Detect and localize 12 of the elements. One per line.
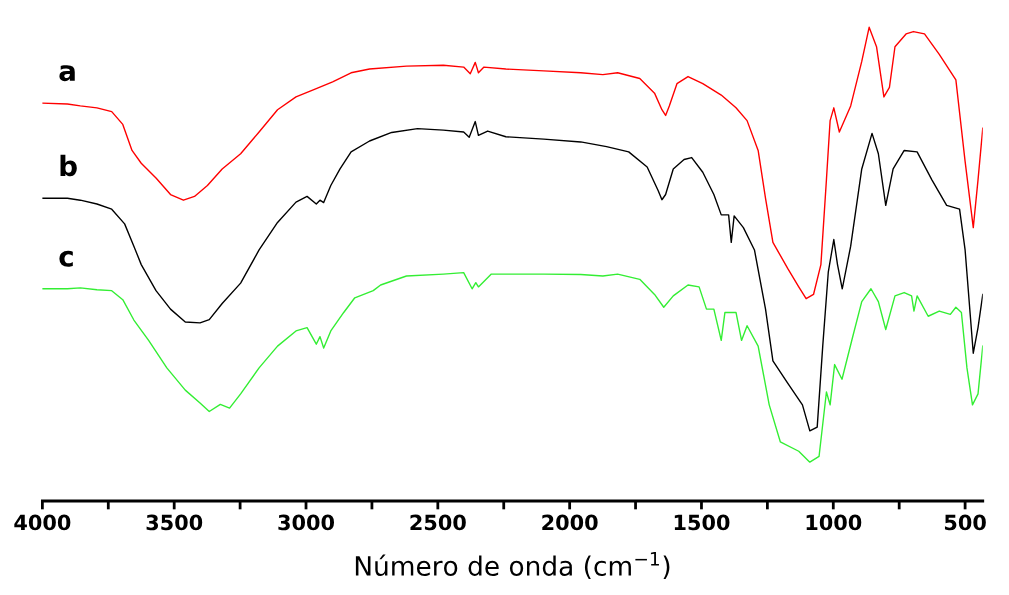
series-label: a (59, 65, 75, 82)
x-tick-label: 2500 (410, 514, 466, 531)
series-label: b (60, 154, 77, 177)
series-label: c (59, 250, 73, 267)
x-tick-label: 1500 (674, 514, 730, 531)
x-tick-label: 1000 (806, 514, 862, 531)
x-axis-title: Número de onda (cm$^{−1}$) (355, 552, 670, 580)
x-tick-label: 3500 (146, 514, 203, 531)
x-tick-label: 3000 (278, 514, 335, 531)
x-tick-label: 2000 (542, 514, 598, 531)
x-tick-label: 4000 (14, 514, 71, 531)
x-tick-label: 500 (944, 514, 986, 531)
